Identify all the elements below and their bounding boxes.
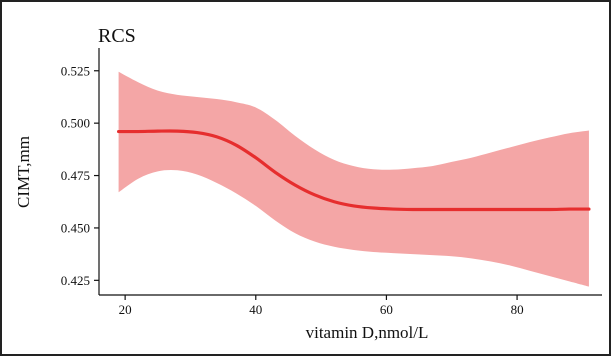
x-tick-label: 60	[380, 302, 393, 317]
fit-line	[117, 129, 591, 212]
y-tick-label: 0.500	[61, 116, 90, 131]
y-tick-label: 0.525	[61, 63, 90, 78]
ticks-layer: 0.425 0.450 0.475 0.500 0.525 20 40 60 80	[61, 63, 524, 317]
chart-title: RCS	[98, 25, 136, 47]
confidence-band-layer	[118, 71, 589, 287]
fit-line-layer	[117, 129, 591, 212]
y-tick-label: 0.450	[61, 220, 90, 235]
confidence-band	[118, 71, 589, 287]
axes-layer	[98, 48, 602, 296]
x-tick-label: 80	[511, 302, 524, 317]
x-axis-title: vitamin D,nmol/L	[306, 323, 429, 342]
y-tick-label: 0.425	[61, 273, 90, 288]
y-axis-title: CIMT,mm	[14, 136, 33, 208]
x-tick-label: 40	[249, 302, 262, 317]
y-tick-label: 0.475	[61, 168, 90, 183]
x-tick-label: 20	[119, 302, 132, 317]
